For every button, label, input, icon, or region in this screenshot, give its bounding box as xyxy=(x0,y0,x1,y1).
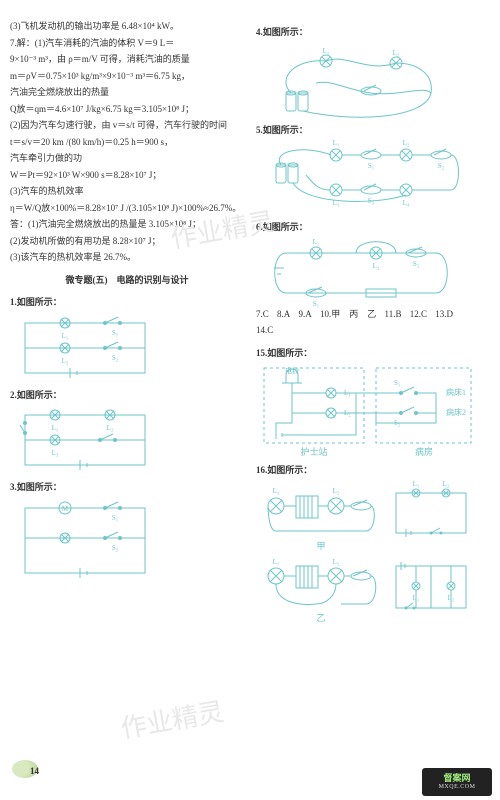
text-line: (3)该汽车的热机效率是 26.7%。 xyxy=(10,251,244,265)
section-title: 微专题(五) 电路的识别与设计 xyxy=(10,274,244,288)
footer-badge: 督案网 MXQE.COM xyxy=(422,768,492,796)
answer: 13.D xyxy=(435,309,453,319)
circuit-6: L₁ L₂ S₂ S₁ xyxy=(256,238,466,308)
svg-text:L₁: L₁ xyxy=(52,424,59,432)
svg-text:L₂: L₂ xyxy=(333,487,340,495)
svg-text:S₁: S₁ xyxy=(112,514,118,522)
svg-text:S₃: S₃ xyxy=(368,197,375,205)
label-bell: 电铃 xyxy=(285,366,299,375)
svg-text:L₃: L₃ xyxy=(333,199,340,207)
label-bed1: 病床1 xyxy=(446,387,466,397)
fig-caption-6: 6.如图所示： xyxy=(256,221,490,235)
svg-text:M: M xyxy=(62,505,69,513)
circuit-16-jia: L₁ L₂ L₁ L₂ 甲 xyxy=(256,481,476,556)
text-line: 9×10⁻³ m³，由 ρ＝m/V 可得，消耗汽油的质量 xyxy=(10,53,244,67)
text-line: η＝W/Q放×100%＝8.28×10⁷ J /(3.105×10⁸ J)×10… xyxy=(10,202,244,216)
svg-text:L₄: L₄ xyxy=(403,199,410,207)
label-bed2: 病床2 xyxy=(446,407,466,417)
footer-badge-url: MXQE.COM xyxy=(439,784,476,791)
svg-text:S₁: S₁ xyxy=(112,329,118,337)
text-line: 7.解：(1)汽车消耗的汽油的体积 V＝9 L＝ xyxy=(10,37,244,51)
text-line: m＝ρV＝0.75×10³ kg/m³×9×10⁻³ m³＝6.75 kg， xyxy=(10,70,244,84)
fig-caption-5: 5.如图所示： xyxy=(256,124,490,138)
svg-text:L₂: L₂ xyxy=(107,424,114,432)
circuit-15: 电铃 L₁ L₂ S₁ S₂ 病床1 病床2 护士站 病房 xyxy=(256,363,476,458)
svg-text:S₁: S₁ xyxy=(394,379,400,387)
text-line: 汽车牵引力做的功 xyxy=(10,152,244,166)
circuit-16-yi: L₁ L₂ L₁ L₂ 乙 xyxy=(256,556,476,631)
svg-text:S₂: S₂ xyxy=(394,419,401,427)
circuit-1: L₁ L₂ S₁ S₂ xyxy=(10,313,160,383)
answer: 8.A xyxy=(277,309,290,319)
text-line: (2)因为汽车匀速行驶，由 v＝s/t 可得，汽车行驶的时间 xyxy=(10,119,244,133)
svg-text:L₂: L₂ xyxy=(403,140,410,147)
fig-caption-3: 3.如图所示： xyxy=(10,481,244,495)
answer-line-1: 7.C 8.A 9.A 10.甲 丙 乙 11.B 12.C 13.D xyxy=(256,308,490,322)
right-column: 4.如图所示： L₁ L₂ 5.如图所示： xyxy=(256,20,490,730)
svg-text:S₁: S₁ xyxy=(368,162,374,170)
left-column: (3)飞机发动机的输出功率是 6.48×10⁴ kW。 7.解：(1)汽车消耗的… xyxy=(10,20,244,730)
circuit-2: L₁ L₂ L₃ xyxy=(10,405,160,475)
svg-text:S₂: S₂ xyxy=(112,354,119,362)
svg-text:S₁: S₁ xyxy=(313,300,319,308)
text-line: W＝Pt＝92×10³ W×900 s＝8.28×10⁷ J； xyxy=(10,169,244,183)
answer: 10.甲 丙 乙 xyxy=(320,309,376,319)
label-ward: 病房 xyxy=(415,446,433,457)
fig-caption-16: 16.如图所示： xyxy=(256,464,490,478)
text-line: t＝s/v＝20 km /(80 km/h)＝0.25 h＝900 s， xyxy=(10,136,244,150)
circuit-4: L₁ L₂ xyxy=(256,43,456,118)
svg-text:S₂: S₂ xyxy=(413,260,420,268)
svg-text:L₂: L₂ xyxy=(344,409,351,417)
svg-text:L₂: L₂ xyxy=(373,262,380,270)
svg-text:L₂: L₂ xyxy=(62,357,69,365)
svg-text:L₂: L₂ xyxy=(448,594,455,602)
svg-text:L₂: L₂ xyxy=(443,481,450,488)
text-line: (3)飞机发动机的输出功率是 6.48×10⁴ kW。 xyxy=(10,20,244,34)
text-line: 汽油完全燃烧放出的热量 xyxy=(10,86,244,100)
svg-text:L₂: L₂ xyxy=(393,49,400,57)
svg-text:L₁: L₁ xyxy=(323,47,330,55)
circuit-5: L₁ L₂ L₃ L₄ S₁ S₂ S₃ xyxy=(256,140,466,215)
svg-text:L₁: L₁ xyxy=(313,238,320,246)
label-nurse: 护士站 xyxy=(300,446,327,457)
fig-caption-1: 1.如图所示： xyxy=(10,296,244,310)
svg-text:S₂: S₂ xyxy=(438,162,445,170)
svg-text:L₁: L₁ xyxy=(333,140,340,147)
answer: 9.A xyxy=(299,309,312,319)
fig-caption-2: 2.如图所示： xyxy=(10,389,244,403)
svg-text:L₁: L₁ xyxy=(62,332,69,340)
text-line: (2)发动机所做的有用功是 8.28×10⁷ J； xyxy=(10,235,244,249)
answer: 7.C xyxy=(256,309,269,319)
page-number: 14 xyxy=(30,766,39,776)
page-content: (3)飞机发动机的输出功率是 6.48×10⁴ kW。 7.解：(1)汽车消耗的… xyxy=(10,20,490,730)
svg-text:L₁: L₁ xyxy=(344,389,351,397)
text-line: (3)汽车的热机效率 xyxy=(10,185,244,199)
text-line: Q放＝qm＝4.6×10⁷ J/kg×6.75 kg＝3.105×10⁸ J； xyxy=(10,103,244,117)
text-line: 答：(1)汽油完全燃烧放出的热量是 3.105×10⁸ J； xyxy=(10,218,244,232)
label-jia: 甲 xyxy=(316,541,325,551)
circuit-3: M S₁ S₂ xyxy=(10,498,160,583)
svg-text:L₁: L₁ xyxy=(273,558,280,566)
svg-text:L₁: L₁ xyxy=(413,481,420,488)
svg-text:L₂: L₂ xyxy=(333,558,340,566)
svg-text:L₁: L₁ xyxy=(413,594,420,602)
fig-caption-15: 15.如图所示： xyxy=(256,347,490,361)
answer: 14.C xyxy=(256,324,490,338)
svg-text:S₂: S₂ xyxy=(112,544,119,552)
footer-badge-title: 督案网 xyxy=(443,774,470,784)
answer: 12.C xyxy=(410,309,427,319)
label-yi: 乙 xyxy=(316,613,325,623)
svg-text:L₁: L₁ xyxy=(273,487,280,495)
answer: 11.B xyxy=(385,309,402,319)
svg-text:L₃: L₃ xyxy=(52,449,59,457)
fig-caption-4: 4.如图所示： xyxy=(256,26,490,40)
